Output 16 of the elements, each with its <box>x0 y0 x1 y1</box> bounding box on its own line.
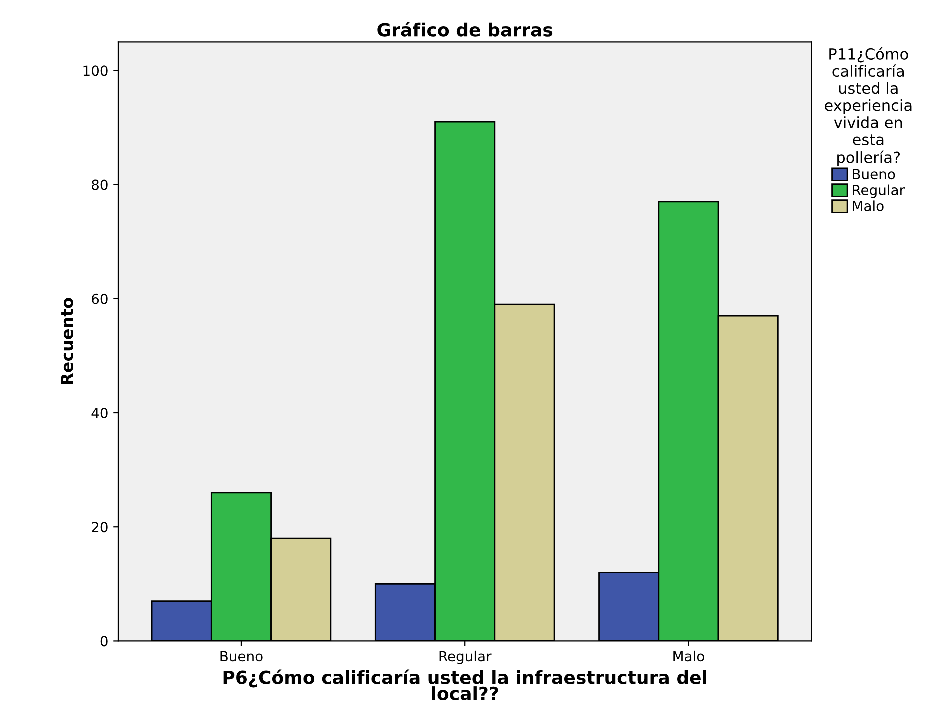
x-axis-title: P6¿Cómo calificaría usted la infraestructura del local?? <box>224 670 706 701</box>
y-tick-label: 40 <box>92 408 108 418</box>
legend-label: Malo <box>853 200 884 212</box>
legend-title: P11¿Cómo calificaría usted la experiencia vivida en esta pollería? <box>825 48 912 166</box>
y-axis-title: Recuento <box>61 298 74 384</box>
chart-title: Gráfico de barras <box>378 22 553 37</box>
x-tick-label: Malo <box>674 650 704 662</box>
legend-label: Regular <box>853 184 905 198</box>
legend-label: Bueno <box>853 169 896 180</box>
x-tick-label: Bueno <box>220 651 263 662</box>
y-tick-label: 60 <box>92 294 108 304</box>
y-tick-label: 80 <box>92 180 108 190</box>
x-tick-label: Regular <box>440 650 492 664</box>
y-tick-label: 0 <box>100 636 108 647</box>
y-tick-label: 100 <box>84 66 108 76</box>
y-tick-label: 20 <box>92 522 108 533</box>
